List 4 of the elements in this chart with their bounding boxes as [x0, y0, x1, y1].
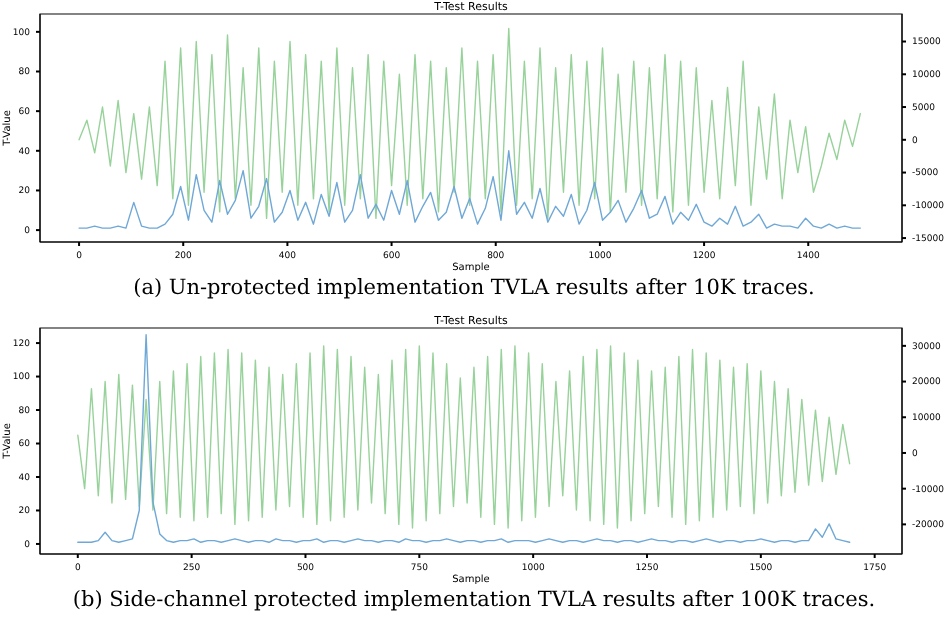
- text: (a) Un-protected implementation TVLA results after 10K traces.: [133, 276, 815, 300]
- text: (b) Side-channel protected implementation TVLA results after 100K traces.: [72, 588, 876, 612]
- line-series: [78, 27, 862, 220]
- line-series: [78, 150, 862, 229]
